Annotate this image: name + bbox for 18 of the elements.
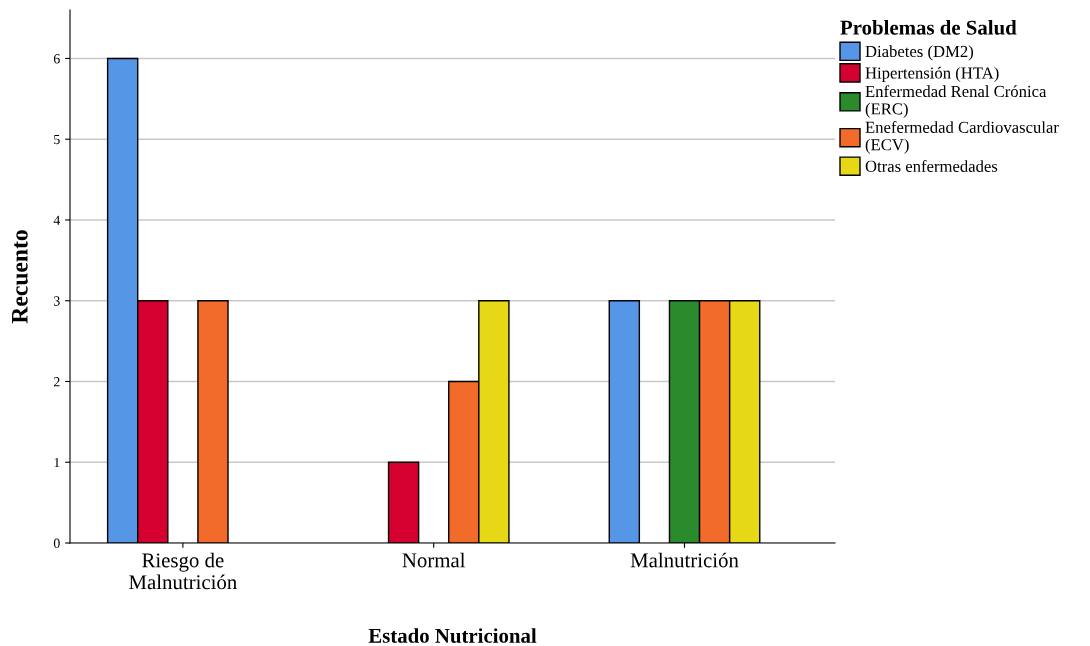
y-tick-label: 6: [53, 54, 60, 64]
x-tick-label: Riesgo de Malnutrición: [129, 552, 237, 590]
legend-label: Otras enfermedades: [865, 160, 998, 172]
legend-label: Enfermedad Renal Crónica (ERC): [865, 85, 1047, 118]
x-tick-label: Normal: [402, 552, 466, 568]
y-tick-label: 5: [54, 134, 60, 145]
y-tick-label: 2: [53, 377, 60, 387]
y-tick-label: 4: [53, 215, 61, 225]
legend-label: Diabetes (DM2): [865, 45, 974, 61]
y-tick-label: 3: [54, 296, 60, 306]
y-axis-title: Recuento: [12, 230, 28, 324]
x-tick-label: Malnutrición: [630, 552, 739, 568]
y-tick-label: 1: [54, 457, 60, 468]
legend-label: Hipertensión (HTA): [865, 66, 999, 82]
legend-title: Problemas de Salud: [840, 20, 1017, 35]
y-tick-label: 0: [53, 538, 60, 548]
legend-label: Enefermedad Cardiovascular (ECV): [865, 121, 1059, 154]
x-axis-title: Estado Nutricional: [368, 628, 537, 643]
